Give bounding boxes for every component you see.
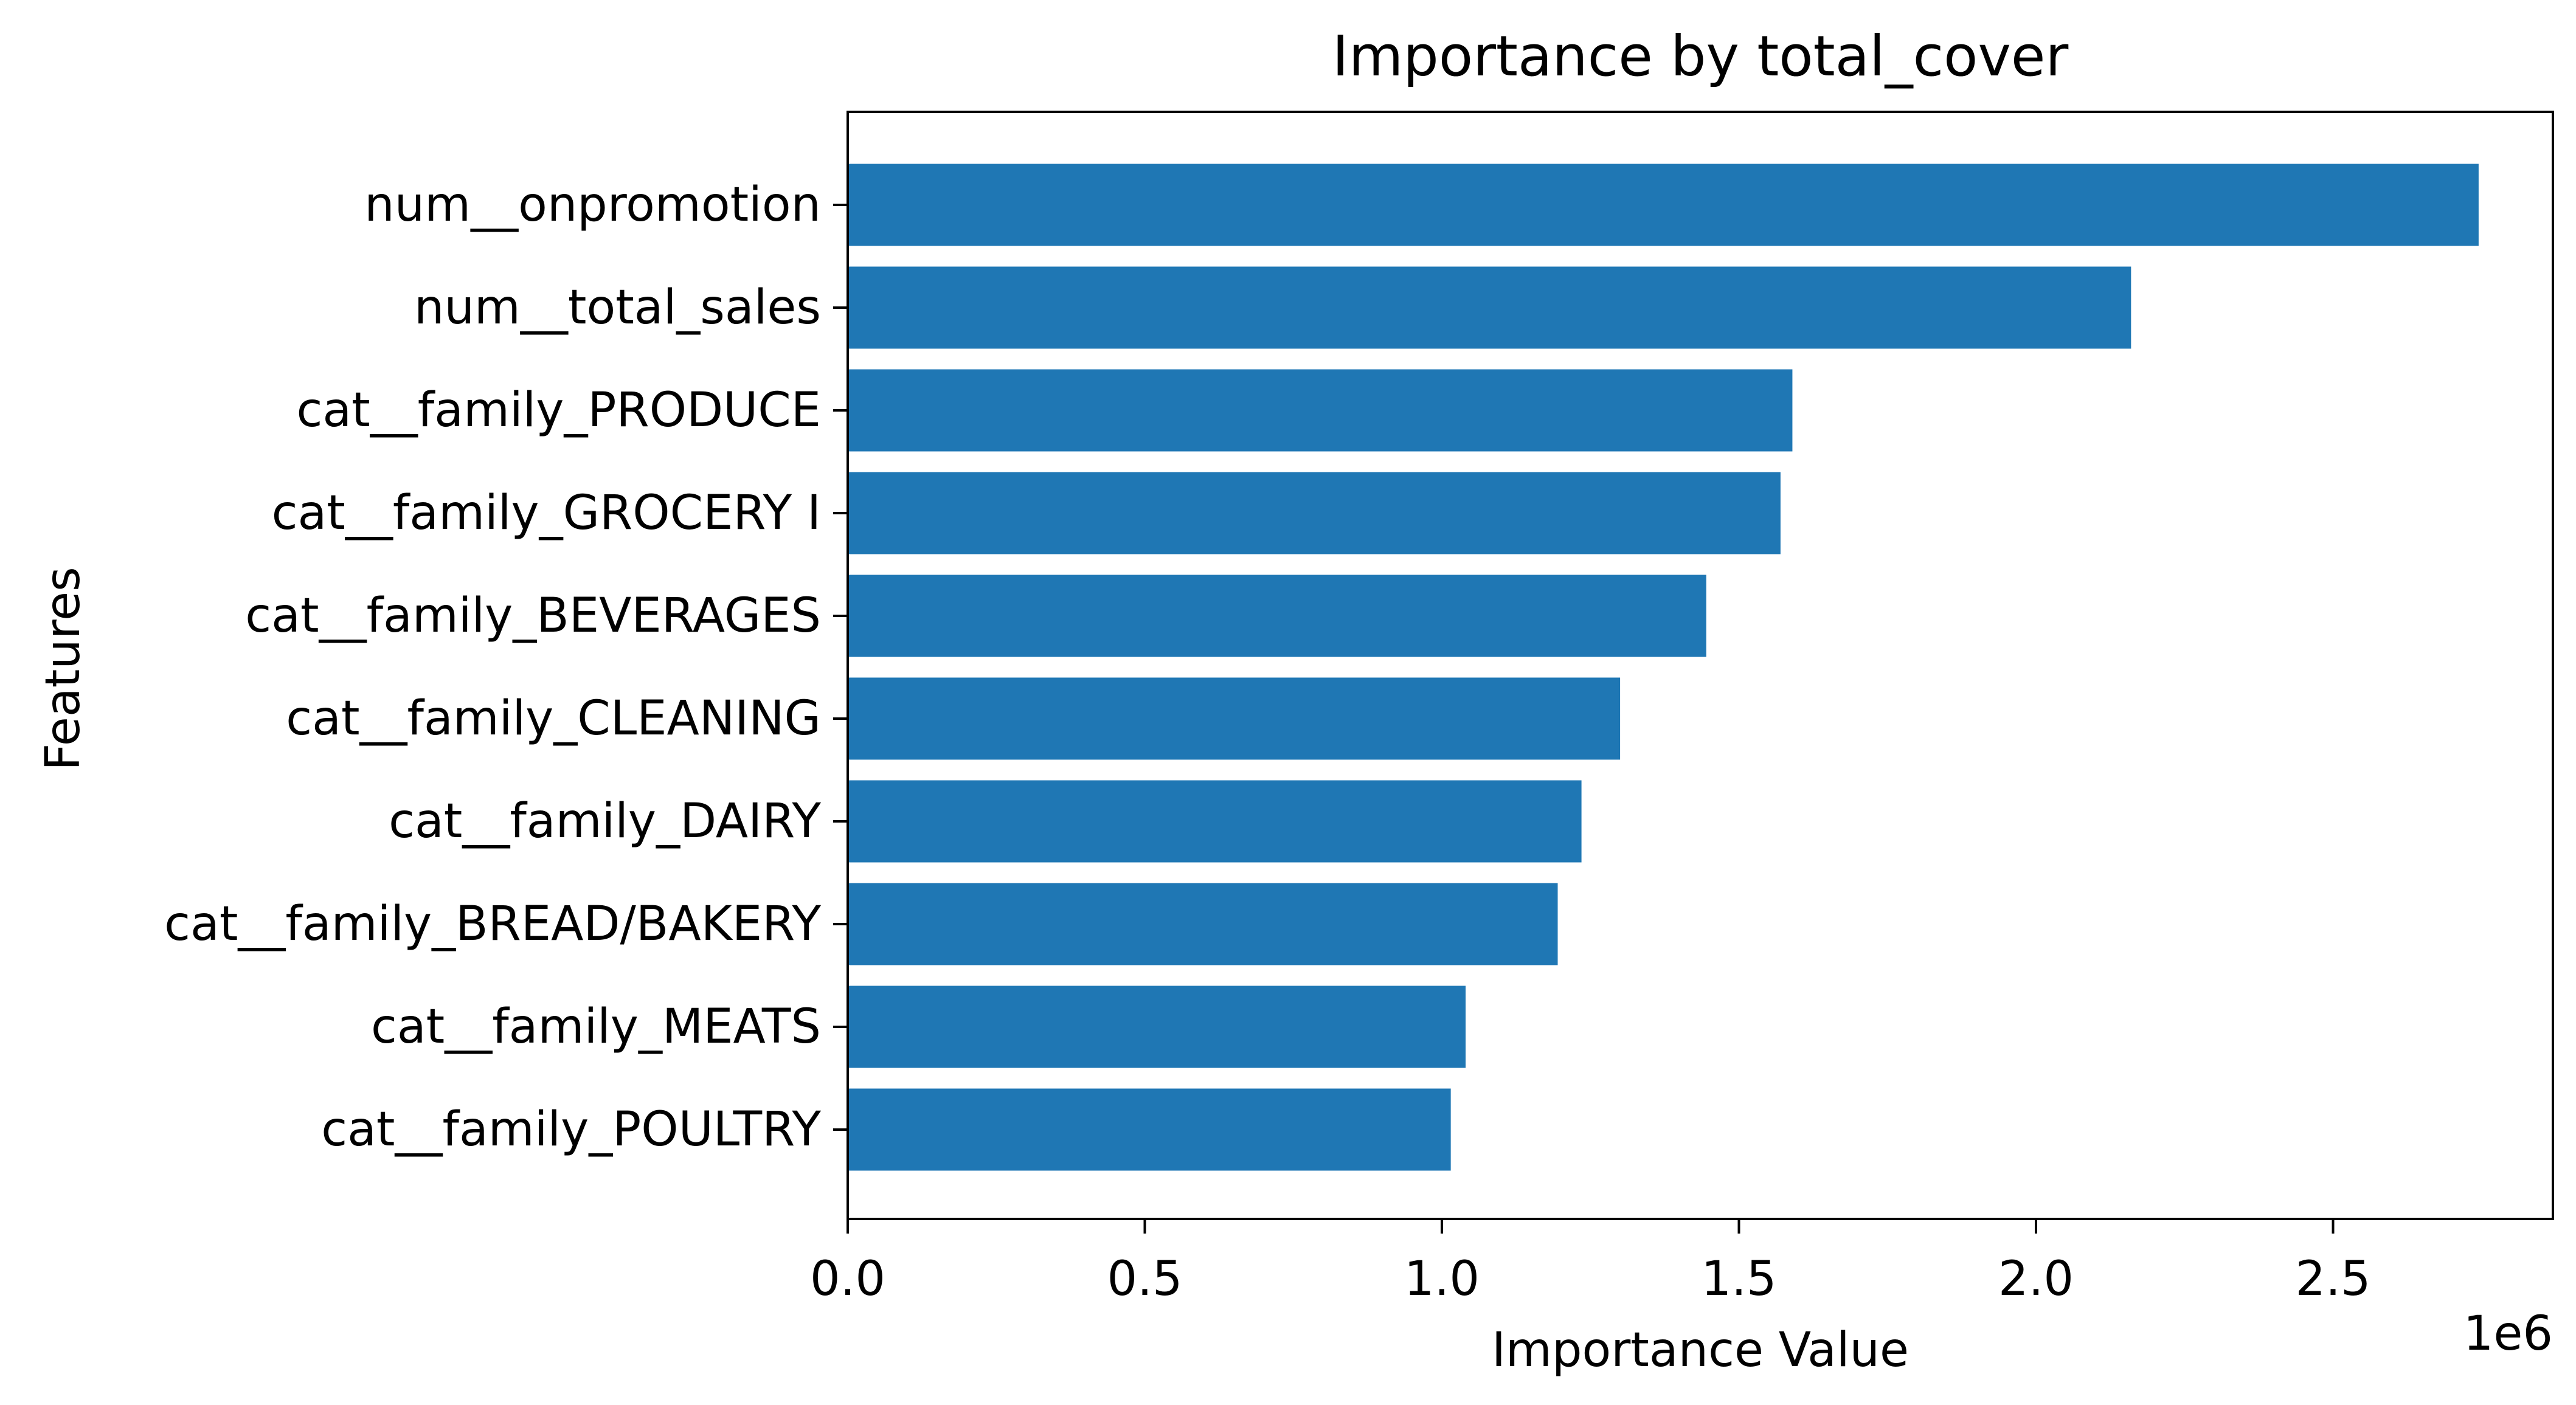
bar-2 <box>848 369 1793 452</box>
y-tick-label: num__onpromotion <box>364 178 821 232</box>
y-tick-label: cat__family_BREAD/BAKERY <box>164 897 821 951</box>
y-tick-label: cat__family_GROCERY I <box>272 486 821 540</box>
bar-4 <box>848 575 1706 657</box>
y-tick-label: cat__family_MEATS <box>371 999 821 1054</box>
y-tick-label: cat__family_PRODUCE <box>296 383 821 438</box>
y-tick-label: cat__family_CLEANING <box>286 691 821 746</box>
chart-title: Importance by total_cover <box>1332 24 2069 89</box>
x-tick-label: 0.0 <box>810 1252 885 1307</box>
x-axis-label: Importance Value <box>1492 1323 1909 1378</box>
bar-5 <box>848 677 1621 760</box>
x-axis-ticks: 0.0 0.5 1.0 1.5 2.0 2.5 <box>810 1219 2371 1307</box>
y-tick-label: cat__family_DAIRY <box>389 794 821 849</box>
y-axis-label: Features <box>36 567 91 770</box>
x-axis-offset-label: 1e6 <box>2463 1307 2553 1361</box>
x-tick-label: 0.5 <box>1107 1252 1182 1307</box>
y-tick-label: num__total_sales <box>414 280 821 335</box>
bar-6 <box>848 780 1582 863</box>
bars-layer <box>848 164 2479 1171</box>
x-tick-label: 2.5 <box>2295 1252 2370 1307</box>
bar-9 <box>848 1088 1451 1171</box>
plot-frame <box>847 111 2554 1220</box>
y-axis-ticks: num__onpromotion num__total_sales cat__fam… <box>164 178 848 1157</box>
x-tick-label: 1.5 <box>1701 1252 1776 1307</box>
bar-7 <box>848 883 1558 965</box>
bar-8 <box>848 986 1466 1068</box>
x-tick-label: 1.0 <box>1404 1252 1480 1307</box>
y-tick-label: cat__family_BEVERAGES <box>245 589 821 643</box>
bar-0 <box>848 164 2479 246</box>
x-tick-label: 2.0 <box>1998 1252 2074 1307</box>
y-tick-label: cat__family_POULTRY <box>321 1102 821 1157</box>
bar-1 <box>848 266 2131 349</box>
bar-3 <box>848 472 1781 554</box>
